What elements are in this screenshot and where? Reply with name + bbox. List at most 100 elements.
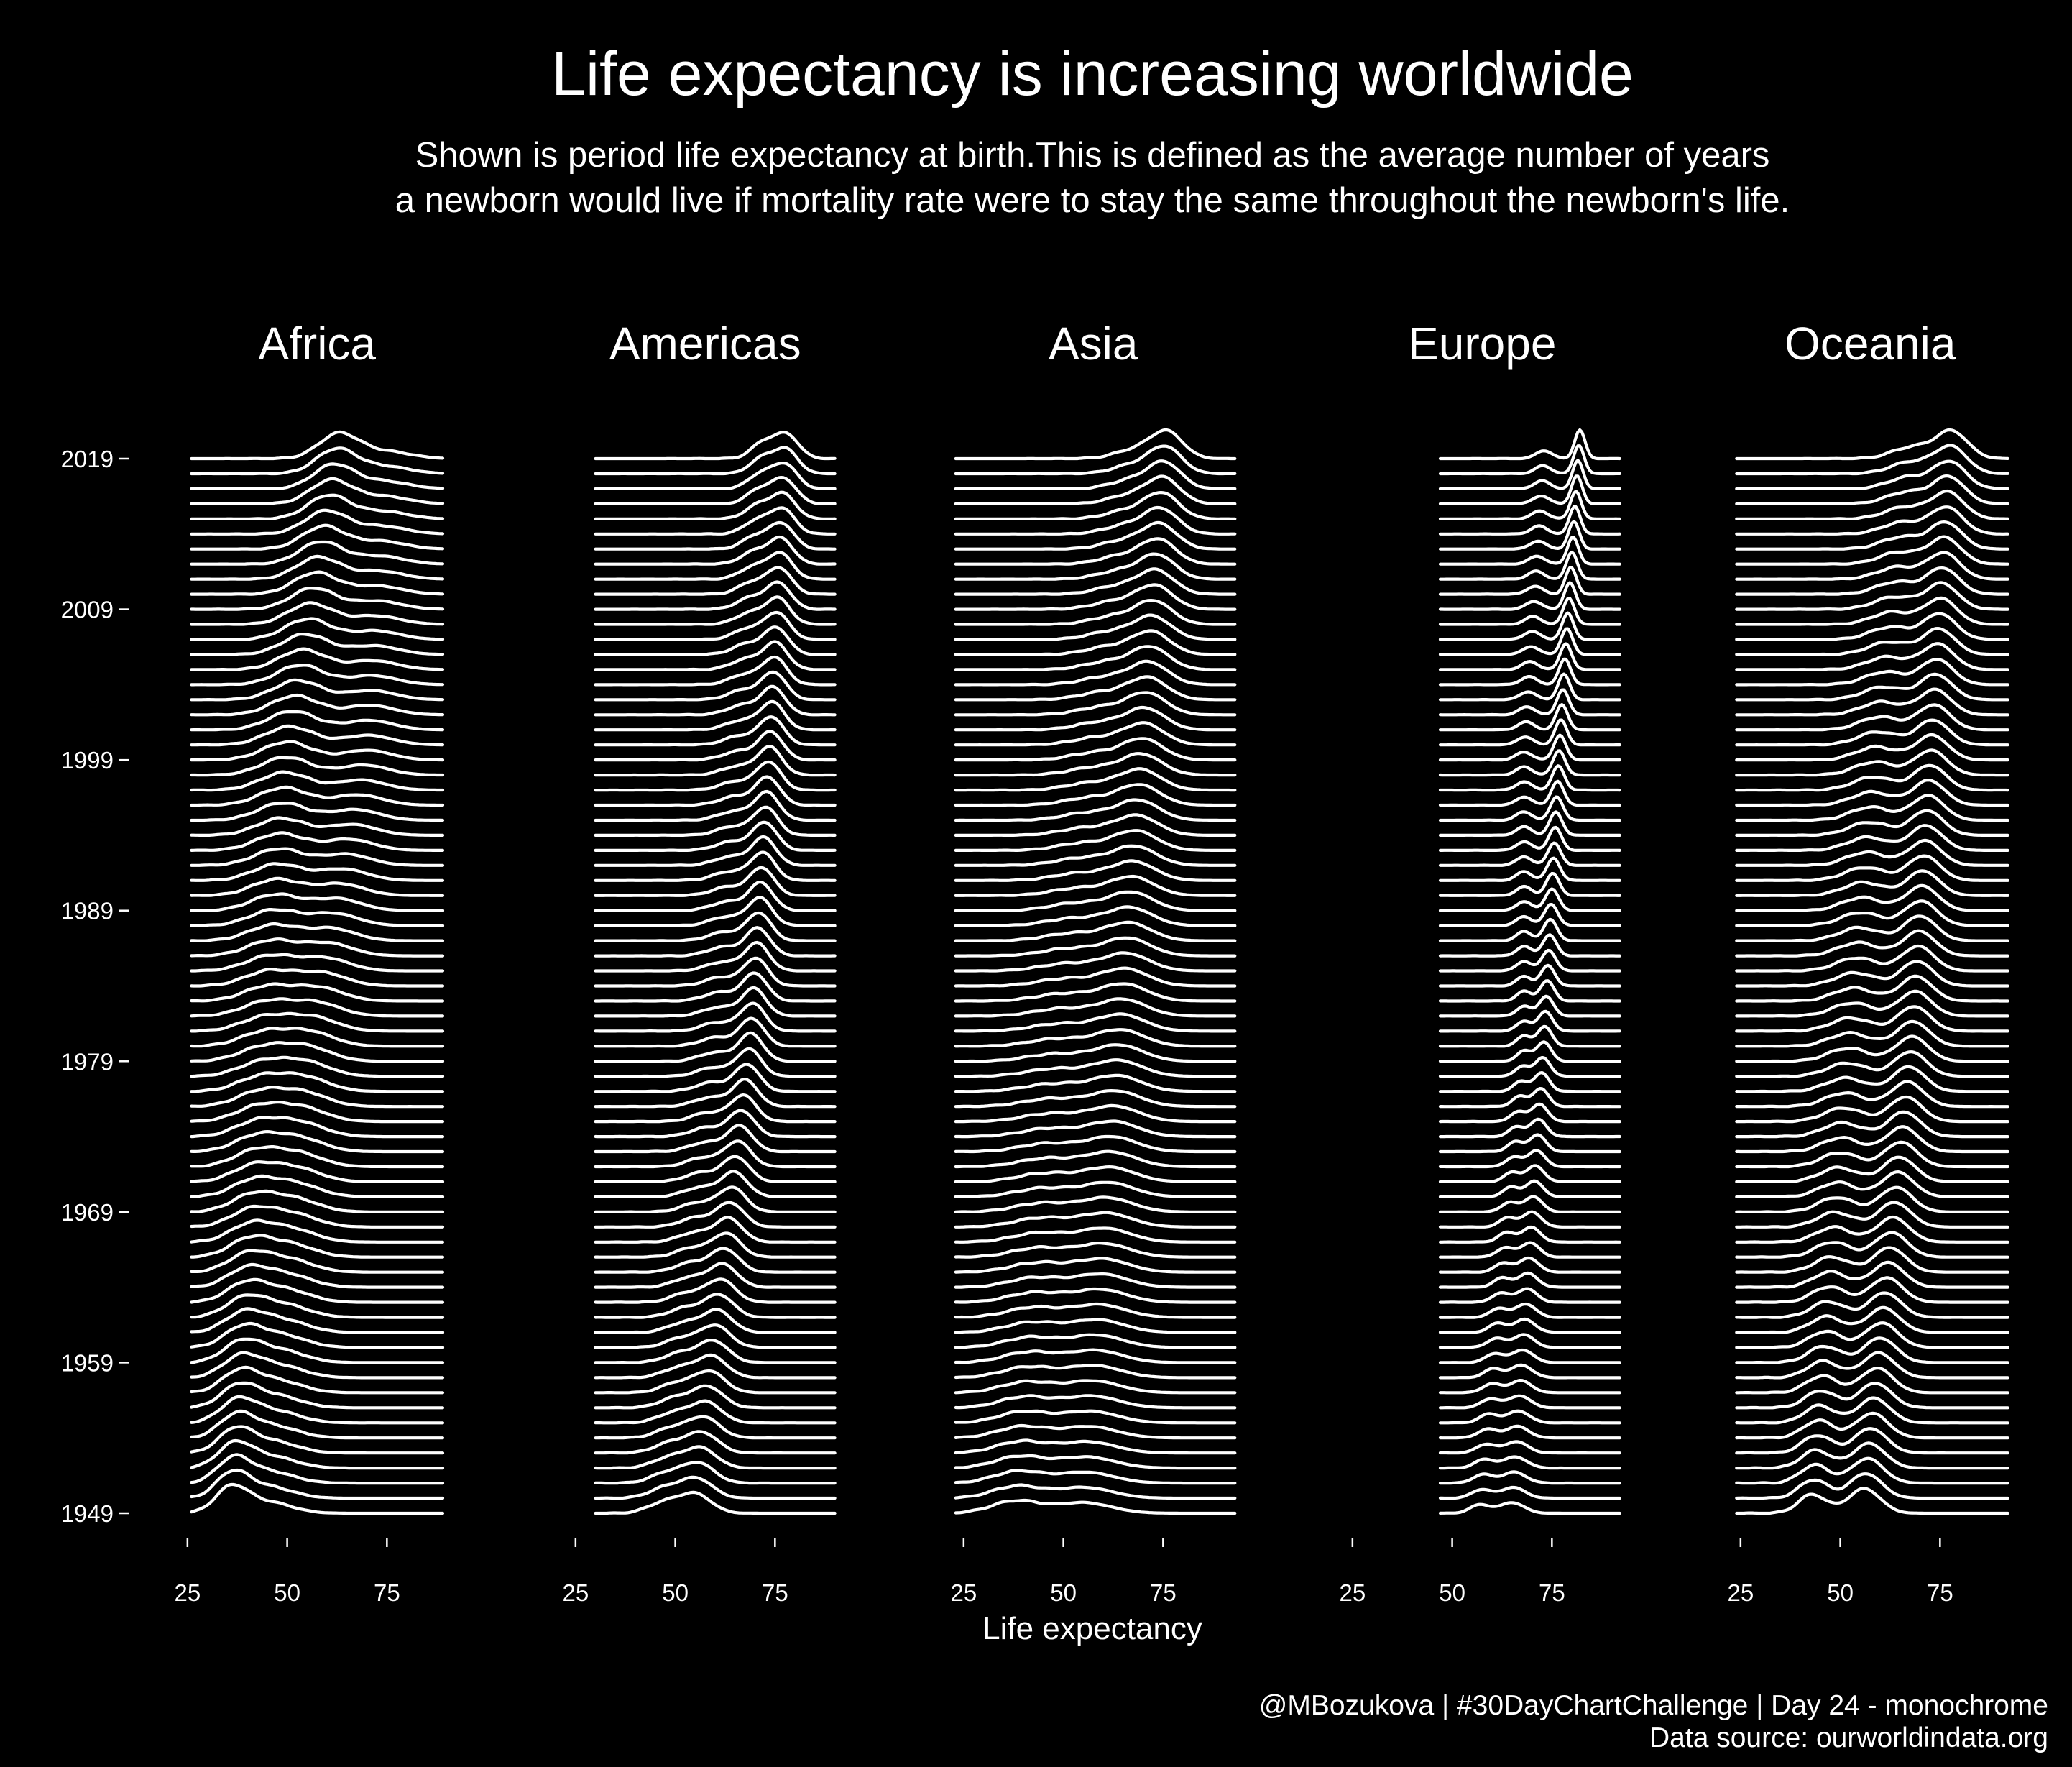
ridge-line-2013 (594, 520, 837, 551)
ridge-line-1987 (1735, 914, 2009, 942)
x-tick-label: 25 (950, 1579, 977, 1606)
ridge-line-2006 (1438, 627, 1621, 656)
ridge-line-1982 (954, 997, 1237, 1018)
ridge-line-2005 (190, 647, 445, 671)
ridge-line-1994 (1735, 809, 2009, 837)
ridge-line-1953 (954, 1438, 1237, 1455)
ridge-line-2008 (1438, 597, 1621, 626)
ridge-line-1991 (954, 859, 1237, 882)
ridge-line-1977 (954, 1073, 1237, 1093)
ridge-line-1966 (954, 1242, 1237, 1259)
ridge-line-1988 (594, 896, 837, 927)
ridge-line-1962 (954, 1302, 1237, 1319)
ridge-line-1971 (1735, 1155, 2009, 1183)
ridge-line-1986 (190, 937, 445, 958)
ridge-line-1999 (190, 740, 445, 762)
ridge-line-2005 (954, 645, 1237, 671)
ridge-line-1989 (954, 890, 1237, 912)
ridge-line-1994 (190, 816, 445, 837)
ridge-line-1982 (594, 986, 837, 1018)
ridge-line-2001 (190, 710, 445, 732)
ridge-line-1995 (954, 798, 1237, 822)
ridge-line-1986 (594, 926, 837, 958)
ridge-line-1952 (190, 1438, 445, 1470)
ridge-line-1950 (594, 1475, 837, 1500)
ridge-line-1965 (954, 1257, 1237, 1274)
ridge-line-1954 (594, 1415, 837, 1440)
ridge-line-2008 (190, 601, 445, 626)
ridge-line-1964 (954, 1272, 1237, 1289)
ridge-line-1962 (1438, 1302, 1621, 1319)
ridge-line-2006 (1735, 627, 2009, 656)
ridge-line-1957 (1735, 1367, 2009, 1395)
ridge-line-2004 (954, 659, 1237, 687)
ridge-line-1954 (954, 1423, 1237, 1440)
ridge-line-1962 (190, 1293, 445, 1319)
chart-title: Life expectancy is increasing worldwide (551, 40, 1634, 109)
ridge-line-1964 (1438, 1271, 1621, 1289)
ridge-line-1964 (594, 1262, 837, 1289)
ridge-line-1972 (1735, 1140, 2009, 1169)
ridge-line-2002 (1735, 687, 2009, 717)
ridge-line-1999 (594, 730, 837, 762)
ridge-line-1983 (1438, 979, 1621, 1003)
ridge-line-1966 (1735, 1231, 2009, 1259)
x-tick-label: 50 (662, 1579, 689, 1606)
facet-label: Africa (258, 318, 376, 370)
ridge-line-1990 (1438, 871, 1621, 897)
ridge-line-2000 (1735, 718, 2009, 747)
facet-label: Americas (609, 318, 801, 370)
ridge-line-2009 (594, 580, 837, 611)
ridge-line-1997 (594, 760, 837, 792)
ridge-line-1984 (190, 968, 445, 988)
ridge-line-1954 (1735, 1411, 2009, 1440)
ridge-line-1972 (594, 1139, 837, 1169)
ridge-line-1987 (954, 920, 1237, 942)
x-tick-label: 75 (1539, 1579, 1565, 1606)
ridge-line-1986 (1735, 929, 2009, 958)
ridge-line-1952 (594, 1445, 837, 1470)
ridge-line-1973 (1438, 1133, 1621, 1154)
ridge-line-2012 (190, 540, 445, 566)
ridge-line-1954 (190, 1409, 445, 1440)
ridge-line-2017 (1438, 459, 1621, 490)
ridge-line-1998 (1438, 749, 1621, 777)
ridge-line-1973 (954, 1134, 1237, 1154)
ridge-line-1992 (594, 835, 837, 867)
ridge-line-1949 (594, 1490, 837, 1515)
ridge-line-1971 (594, 1155, 837, 1183)
ridge-line-1985 (594, 940, 837, 973)
ridge-line-1972 (190, 1145, 445, 1169)
ridge-line-1997 (190, 770, 445, 792)
ridge-line-1963 (190, 1277, 445, 1304)
ridge-line-1970 (594, 1170, 837, 1198)
ridge-line-1977 (1438, 1071, 1621, 1093)
ridge-line-1993 (190, 831, 445, 852)
ridge-line-1958 (1735, 1351, 2009, 1380)
ridge-line-1970 (954, 1180, 1237, 1198)
ridge-line-2018 (954, 444, 1237, 476)
ridge-line-1985 (1735, 944, 2009, 973)
ridge-line-1953 (1438, 1440, 1621, 1455)
ridge-line-2018 (1438, 444, 1621, 476)
ridge-line-1963 (1438, 1287, 1621, 1304)
ridge-line-1980 (594, 1016, 837, 1048)
ridge-line-1976 (1438, 1087, 1621, 1109)
ridge-line-2014 (594, 506, 837, 536)
chart-subtitle-line2: a newborn would live if mortality rate w… (395, 181, 1790, 220)
ridge-line-1978 (594, 1047, 837, 1078)
y-tick-label: 1969 (61, 1199, 114, 1226)
ridge-line-1974 (954, 1119, 1237, 1139)
ridge-line-1952 (954, 1454, 1237, 1470)
ridge-line-2013 (190, 523, 445, 551)
ridge-line-2003 (1438, 672, 1621, 702)
ridge-line-1978 (954, 1058, 1237, 1078)
ridge-line-1979 (594, 1031, 837, 1063)
x-tick-label: 25 (1727, 1579, 1754, 1606)
ridge-line-1968 (954, 1211, 1237, 1229)
ridge-line-1968 (594, 1201, 837, 1229)
ridge-line-2010 (954, 567, 1237, 596)
plot-area: 1949 1959 1969 1979 1989 1999 2009 2019 Africa 25… (61, 318, 2009, 1606)
ridge-line-1954 (1438, 1424, 1621, 1440)
